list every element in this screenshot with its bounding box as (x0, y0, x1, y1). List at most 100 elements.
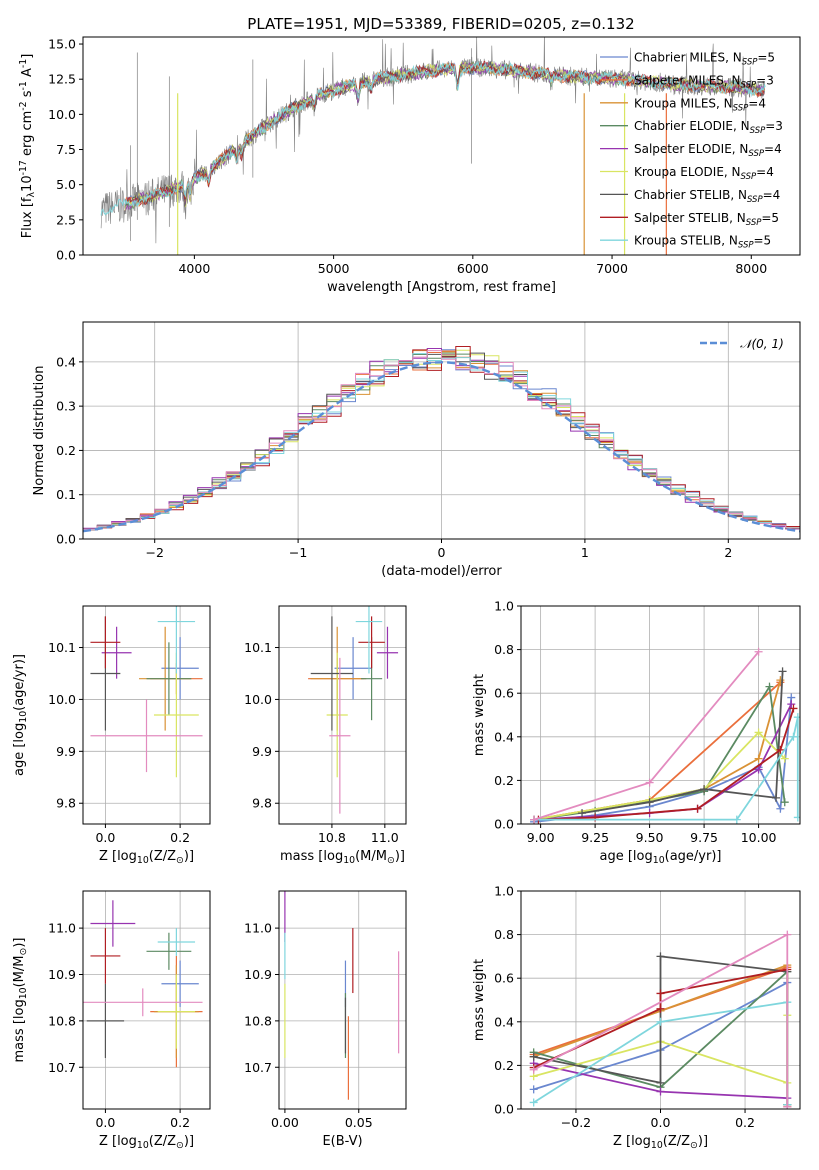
data-point-marker (776, 745, 785, 754)
data-point-marker (529, 1065, 538, 1074)
x-tick-label: 10.00 (741, 830, 777, 845)
x-axis-label: Z [log10(Z/Z⊙)] (99, 849, 194, 866)
data-point-marker (656, 1087, 665, 1096)
y-tick-label: 0.0 (494, 817, 514, 832)
data-point-marker (780, 798, 789, 807)
plot-area (83, 900, 203, 1068)
data-point-marker (578, 809, 587, 818)
y-tick-label: 12.5 (48, 72, 76, 87)
panel-spectrum: 4000 5000 6000 7000 8000 0.0 2.5 5.0 7.5 10.0 12.5… (18, 36, 801, 295)
legend-entry: Kroupa ELODIE, NSSP=4 (634, 165, 774, 182)
normal-reference-line (83, 361, 800, 533)
y-tick-label: 1.0 (494, 884, 514, 899)
x-tick-label: 0.0 (95, 830, 115, 845)
x-tick-label: 1 (581, 545, 589, 560)
y-tick-label: 0.4 (494, 1014, 514, 1029)
y-tick-label: 0.0 (56, 532, 76, 547)
x-tick-label: 0.0 (651, 1115, 671, 1130)
data-point-marker (793, 713, 800, 722)
x-tick-label: 8000 (735, 261, 767, 276)
data-point-marker (645, 778, 654, 787)
y-tick-label: 10.0 (48, 692, 76, 707)
x-axis-label: Z [log10(Z/Z⊙)] (613, 1134, 708, 1151)
data-point-marker (789, 704, 798, 713)
data-point-marker (656, 952, 665, 961)
y-tick-label: 0.8 (494, 642, 514, 657)
x-tick-label: 9.00 (527, 830, 555, 845)
x-tick-label: 0.0 (95, 1115, 115, 1130)
legend-entry: Kroupa STELIB, NSSP=5 (634, 234, 771, 251)
y-tick-label: 5.0 (56, 177, 76, 192)
panel-mass-vs-EBV: 0.00 0.05 10.7 10.8 10.9 11.0 E(B-V) (244, 890, 407, 1149)
y-tick-label: 1.0 (494, 599, 514, 614)
y-tick-label: 0.8 (494, 927, 514, 942)
data-point-marker (765, 682, 774, 691)
y-tick-label: 15.0 (48, 37, 76, 52)
y-axis-label: Flux [fλ10-17 erg cm-2 s-1 A-1] (18, 54, 37, 239)
y-tick-label: 9.8 (252, 796, 272, 811)
x-tick-label: 7000 (596, 261, 628, 276)
legend-entry: Kroupa MILES, NSSP=4 (634, 96, 766, 113)
plot-area (308, 606, 399, 814)
y-tick-label: 9.8 (56, 796, 76, 811)
y-tick-label: 9.9 (56, 744, 76, 759)
y-tick-label: 0.2 (494, 773, 514, 788)
mass-weight-line (533, 651, 760, 821)
y-tick-label: 0.1 (56, 487, 76, 502)
legend-entry: Chabrier STELIB, NSSP=4 (634, 188, 780, 205)
y-tick-label: 10.0 (48, 107, 76, 122)
plot-area (90, 606, 203, 778)
data-point-marker (789, 732, 798, 741)
y-tick-label: 0.3 (56, 399, 76, 414)
data-point-marker (754, 647, 763, 656)
x-tick-label: −0.2 (561, 1115, 591, 1130)
legend-entry: Salpeter ELODIE, NSSP=4 (634, 142, 782, 159)
x-tick-label: 4000 (178, 261, 210, 276)
x-tick-label: −1 (289, 545, 307, 560)
x-tick-label: 0.05 (345, 1115, 373, 1130)
y-axis-label: mass [log10(M/M⊙)] (12, 938, 29, 1063)
y-tick-label: 2.5 (56, 212, 76, 227)
legend: Chabrier MILES, NSSP=5 Salpeter MILES, NS… (600, 51, 783, 251)
data-point-marker (529, 1098, 538, 1107)
y-tick-label: 10.8 (48, 1013, 76, 1028)
data-point-marker (783, 930, 792, 939)
y-tick-label: 11.0 (244, 921, 272, 936)
data-point-marker (656, 989, 665, 998)
legend-entry: Salpeter MILES, NSSP=3 (634, 73, 774, 90)
spectrum-model-line (124, 60, 765, 206)
panel-residual-histogram: −2 −1 0 1 2 0.0 0.1 0.2 0.3 0.4 (data-model)/error… (32, 321, 801, 579)
x-axis-label: E(B-V) (322, 1134, 362, 1149)
axes-frame (278, 890, 407, 1110)
axes-frame (520, 605, 801, 825)
x-tick-label: 9.25 (581, 830, 609, 845)
x-axis-label: wavelength [Angstrom, rest frame] (327, 280, 556, 295)
y-tick-label: 10.7 (48, 1060, 76, 1075)
plot-area (284, 891, 400, 1100)
y-tick-label: 0.6 (494, 686, 514, 701)
data-point-marker (787, 700, 796, 709)
y-tick-label: 0.0 (494, 1102, 514, 1117)
data-point-marker (754, 728, 763, 737)
data-point-marker (754, 754, 763, 763)
data-point-marker (754, 765, 763, 774)
y-tick-label: 10.9 (244, 967, 272, 982)
y-tick-label: 0.6 (494, 971, 514, 986)
data-point-marker (772, 793, 781, 802)
x-tick-label: −2 (145, 545, 163, 560)
panel-age-vs-mass: 10.8 11.0 9.8 9.9 10.0 10.1 mass [log10(M/M⊙)] (244, 605, 407, 866)
spectrum-model-line (100, 60, 766, 216)
histogram-step-line (83, 346, 800, 531)
y-tick-label: 0.4 (494, 729, 514, 744)
y-axis-label: mass weight (472, 674, 487, 756)
data-point-marker (776, 804, 785, 813)
y-tick-label: 10.1 (48, 640, 76, 655)
y-tick-label: 10.9 (48, 967, 76, 982)
x-axis-label: age [log10(age/yr)] (600, 849, 722, 866)
y-tick-label: 10.7 (244, 1060, 272, 1075)
y-axis-label: mass weight (472, 959, 487, 1041)
data-point-marker (656, 1004, 665, 1013)
spectrum-model-line (124, 61, 765, 211)
legend-entry: Salpeter STELIB, NSSP=5 (634, 211, 779, 228)
